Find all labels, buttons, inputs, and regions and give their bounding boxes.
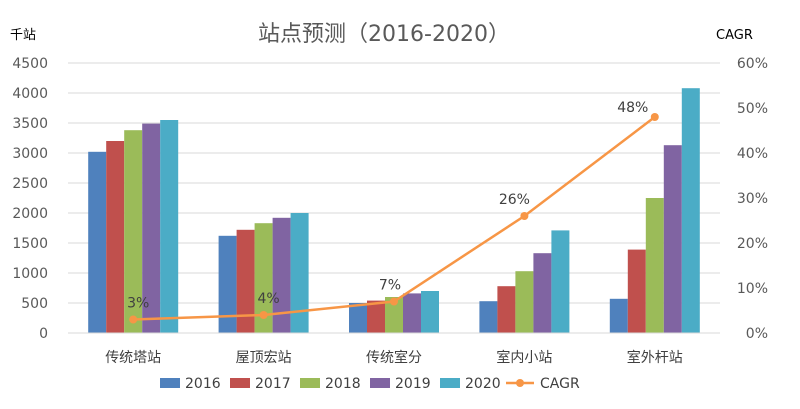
- cagr-data-label: 7%: [379, 278, 401, 294]
- cagr-point: [390, 297, 398, 306]
- cagr-data-label: 3%: [127, 296, 149, 312]
- legend: 2016 2017 2018 2019 2020 CAGR: [160, 376, 580, 392]
- bars: [88, 88, 700, 333]
- bar-2016-4: [479, 301, 498, 333]
- y2-tick-label: 40%: [737, 146, 768, 162]
- y2-tick-label: 10%: [737, 281, 768, 297]
- bar-2020-3: [421, 291, 439, 333]
- bar-2017-4: [497, 286, 516, 333]
- right-axis-ticks: 0% 10% 20% 30% 40% 50% 60%: [737, 56, 768, 342]
- legend-label: 2020: [465, 376, 501, 392]
- y-tick-label: 2500: [12, 176, 48, 192]
- bar-2020-5: [681, 88, 700, 333]
- left-axis-unit: 千站: [10, 28, 36, 43]
- bar-2016-1: [88, 151, 107, 333]
- legend-swatch-marker: [516, 379, 524, 387]
- bar-2017-1: [106, 141, 125, 333]
- y-tick-label: 1000: [12, 266, 48, 282]
- category-label: 传统室分: [366, 349, 422, 366]
- legend-swatch: [300, 378, 320, 388]
- cagr-point: [520, 212, 529, 220]
- category-label: 室外杆站: [627, 349, 683, 366]
- y2-tick-label: 30%: [737, 191, 768, 207]
- bar-2020-2: [290, 213, 309, 333]
- bar-2018-1: [124, 130, 143, 333]
- left-axis-ticks: 0 500 1000 1500 2000 2500 3000 3500 4000 4500: [12, 56, 48, 342]
- right-axis-unit: CAGR: [716, 28, 753, 43]
- bar-2020-1: [160, 120, 179, 333]
- bar-2016-3: [349, 303, 367, 333]
- cagr-data-label: 48%: [617, 100, 648, 116]
- y2-tick-label: 50%: [737, 101, 768, 117]
- y-tick-label: 3500: [12, 116, 48, 132]
- bar-2018-3: [385, 297, 403, 333]
- bar-2017-3: [367, 300, 385, 333]
- y-tick-label: 4000: [12, 86, 48, 102]
- cagr-data-label: 26%: [499, 192, 530, 208]
- bar-2020-4: [551, 230, 570, 333]
- y-tick-label: 500: [21, 296, 48, 312]
- bar-2016-2: [218, 235, 237, 333]
- bar-2018-2: [254, 223, 273, 333]
- bar-2019-5: [663, 145, 682, 333]
- category-label: 传统塔站: [105, 350, 161, 366]
- y-tick-label: 3000: [12, 146, 48, 162]
- y-tick-label: 1500: [12, 236, 48, 252]
- y2-tick-label: 0%: [746, 326, 768, 342]
- legend-label: CAGR: [540, 376, 580, 392]
- category-label: 室内小站: [496, 349, 552, 366]
- category-label: 屋顶宏站: [236, 350, 292, 366]
- bar-2018-5: [645, 198, 664, 333]
- cagr-line-series: 3% 4% 7% 26% 48%: [127, 100, 659, 324]
- cagr-data-label: 4%: [257, 291, 279, 307]
- legend-swatch: [370, 378, 390, 388]
- legend-label: 2018: [325, 376, 361, 392]
- bar-2019-4: [533, 253, 552, 333]
- y-tick-label: 2000: [12, 206, 48, 222]
- chart-title: 站点预测（2016-2020）: [258, 22, 510, 47]
- cagr-point: [650, 113, 659, 121]
- bar-2019-2: [272, 217, 291, 333]
- legend-swatch: [440, 378, 460, 388]
- legend-swatch: [230, 378, 250, 388]
- bar-2017-2: [236, 229, 255, 333]
- bar-2018-4: [515, 271, 534, 333]
- legend-label: 2016: [185, 376, 221, 392]
- bar-2017-5: [627, 249, 646, 333]
- bar-2019-3: [403, 293, 421, 333]
- cagr-point: [129, 315, 138, 324]
- y-tick-label: 0: [39, 326, 48, 342]
- legend-swatch: [160, 378, 180, 388]
- cagr-point: [259, 311, 268, 319]
- bar-2019-1: [142, 123, 161, 333]
- bar-2016-5: [609, 298, 628, 333]
- y-tick-label: 4500: [12, 56, 48, 72]
- y2-tick-label: 60%: [737, 56, 768, 72]
- category-labels: 传统塔站 屋顶宏站 传统室分 室内小站 室外杆站: [105, 349, 683, 366]
- legend-label: 2017: [255, 376, 291, 392]
- y2-tick-label: 20%: [737, 236, 768, 252]
- legend-label: 2019: [395, 376, 431, 392]
